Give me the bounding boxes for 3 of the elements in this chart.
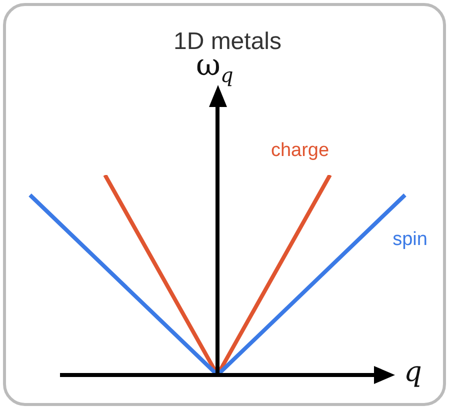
series-label: charge [270, 140, 330, 162]
x-axis-title: q [404, 355, 422, 388]
series-label: spin [392, 229, 428, 250]
